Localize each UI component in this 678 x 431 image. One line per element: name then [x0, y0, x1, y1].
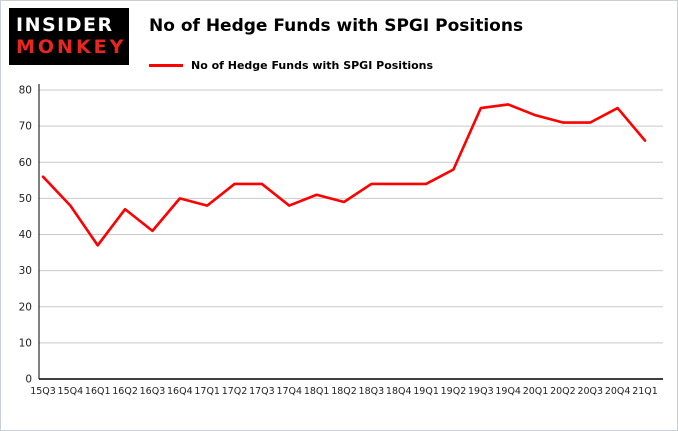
y-tick-label: 70	[19, 121, 32, 133]
x-tick-label: 20Q4	[605, 386, 631, 397]
x-tick-label: 18Q3	[359, 386, 385, 397]
y-tick-label: 50	[19, 193, 32, 205]
y-tick-label: 10	[19, 337, 32, 349]
x-tick-label: 16Q4	[167, 386, 193, 397]
x-tick-label: 21Q1	[632, 386, 658, 397]
legend: No of Hedge Funds with SPGI Positions	[149, 59, 433, 72]
legend-line-swatch	[149, 64, 183, 67]
x-tick-label: 17Q4	[276, 386, 302, 397]
chart-title: No of Hedge Funds with SPGI Positions	[149, 16, 524, 36]
x-tick-label: 20Q2	[550, 386, 576, 397]
x-tick-label: 16Q3	[140, 386, 166, 397]
x-tick-label: 17Q2	[222, 386, 248, 397]
y-tick-label: 40	[19, 229, 32, 241]
x-tick-label: 19Q4	[495, 386, 521, 397]
x-tick-label: 18Q4	[386, 386, 412, 397]
series-line	[41, 103, 647, 247]
legend-label: No of Hedge Funds with SPGI Positions	[191, 59, 434, 72]
x-tick-label: 17Q3	[249, 386, 275, 397]
x-tick-label: 20Q3	[577, 386, 603, 397]
x-tick-label: 18Q2	[331, 386, 357, 397]
y-tick-label: 60	[19, 157, 32, 169]
y-tick-label: 0	[25, 374, 32, 386]
x-tick-label: 16Q1	[85, 386, 111, 397]
y-tick-label: 80	[19, 85, 32, 97]
x-tick-label: 15Q3	[30, 386, 56, 397]
y-tick-label: 20	[19, 301, 32, 313]
x-tick-label: 16Q2	[112, 386, 138, 397]
x-tick-label: 19Q2	[441, 386, 467, 397]
logo-text-monkey: MONKEY	[16, 35, 127, 58]
logo-text-insider: INSIDER	[16, 13, 114, 36]
x-tick-label: 19Q3	[468, 386, 494, 397]
insider-monkey-logo: INSIDER MONKEY	[9, 8, 129, 65]
x-tick-label: 17Q1	[194, 386, 220, 397]
x-tick-label: 18Q1	[304, 386, 330, 397]
x-tick-label: 15Q4	[58, 386, 84, 397]
y-tick-label: 30	[19, 265, 32, 277]
x-tick-label: 20Q1	[523, 386, 549, 397]
x-tick-label: 19Q1	[413, 386, 439, 397]
